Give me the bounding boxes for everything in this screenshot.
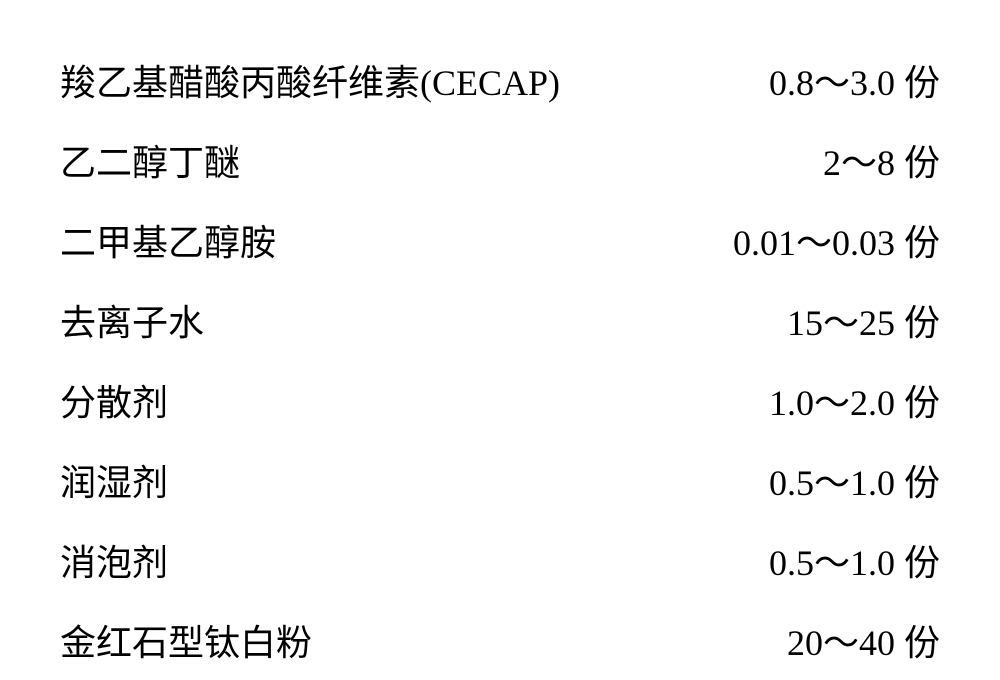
ingredient-label: 润湿剂 — [60, 454, 168, 506]
ingredient-label: 去离子水 — [60, 294, 204, 346]
ingredient-label: 分散剂 — [60, 374, 168, 426]
ingredient-label: 羧乙基醋酸丙酸纤维素(CECAP) — [60, 54, 560, 106]
ingredient-label: 乙二醇丁醚 — [60, 134, 240, 186]
table-row: 乙二醇丁醚 2～8 份 — [60, 120, 940, 200]
table-row: 分散剂 1.0～2.0 份 — [60, 360, 940, 440]
ingredient-table: 羧乙基醋酸丙酸纤维素(CECAP) 0.8～3.0 份 乙二醇丁醚 2～8 份 … — [60, 40, 940, 680]
ingredient-value: 15～25 份 — [787, 294, 940, 346]
ingredient-label: 金红石型钛白粉 — [60, 614, 312, 666]
ingredient-value: 1.0～2.0 份 — [769, 374, 940, 426]
table-row: 二甲基乙醇胺 0.01～0.03 份 — [60, 200, 940, 280]
ingredient-label: 消泡剂 — [60, 534, 168, 586]
table-row: 润湿剂 0.5～1.0 份 — [60, 440, 940, 520]
ingredient-value: 0.5～1.0 份 — [769, 534, 940, 586]
ingredient-value: 0.01～0.03 份 — [733, 214, 940, 266]
ingredient-value: 20～40 份 — [787, 614, 940, 666]
ingredient-value: 0.8～3.0 份 — [769, 54, 940, 106]
ingredient-value: 0.5～1.0 份 — [769, 454, 940, 506]
ingredient-value: 2～8 份 — [823, 134, 940, 186]
table-row: 金红石型钛白粉 20～40 份 — [60, 600, 940, 680]
table-row: 去离子水 15～25 份 — [60, 280, 940, 360]
table-row: 消泡剂 0.5～1.0 份 — [60, 520, 940, 600]
table-row: 羧乙基醋酸丙酸纤维素(CECAP) 0.8～3.0 份 — [60, 40, 940, 120]
ingredient-label: 二甲基乙醇胺 — [60, 214, 276, 266]
